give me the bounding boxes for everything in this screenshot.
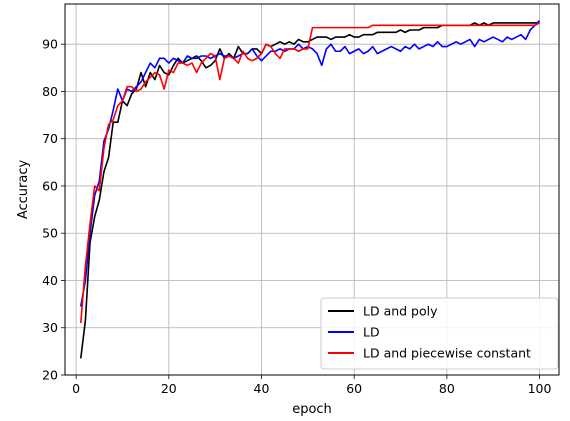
legend-label: LD and piecewise constant (363, 346, 531, 361)
x-tick-label: 60 (346, 381, 362, 396)
y-tick-label: 40 (42, 273, 58, 288)
plot-frame (64, 3, 560, 376)
y-tick-label: 60 (42, 178, 58, 193)
x-tick-label: 40 (254, 381, 270, 396)
series-layer (79, 19, 541, 359)
y-axis-label: Accuracy (16, 160, 31, 220)
series-line-3 (79, 22, 540, 324)
x-axis-label: epoch (292, 402, 332, 417)
y-tick-label: 90 (42, 37, 58, 52)
y-tick-label: 50 (42, 226, 58, 241)
series-line-2 (79, 19, 541, 307)
legend-label: LD (363, 325, 380, 340)
legend: LD and poly LD LD and piecewise constant (320, 297, 559, 370)
x-tick-label: 0 (72, 381, 80, 396)
y-tick-label: 80 (42, 84, 58, 99)
ticks: 0 20 40 60 80 100 20 30 40 50 60 70 80 90 (42, 37, 551, 396)
y-tick-label: 70 (42, 131, 58, 146)
x-tick-label: 100 (528, 381, 552, 396)
x-tick-label: 80 (439, 381, 455, 396)
x-tick-label: 20 (161, 381, 177, 396)
legend-label: LD and poly (363, 304, 438, 319)
y-tick-label: 20 (42, 368, 58, 383)
legend-box (320, 297, 559, 370)
y-tick-label: 30 (42, 320, 58, 335)
